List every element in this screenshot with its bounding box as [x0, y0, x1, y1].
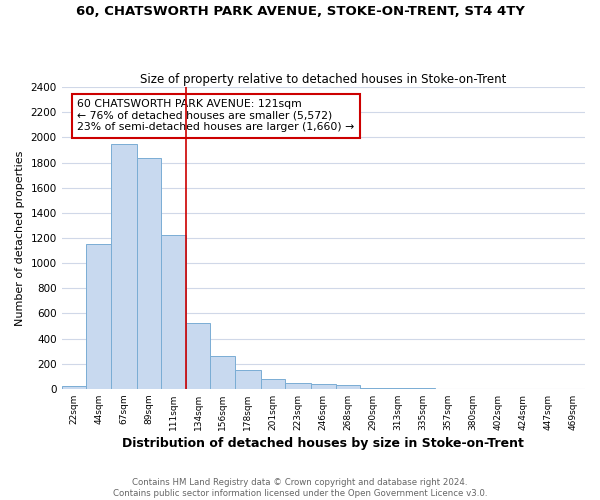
- Text: 60 CHATSWORTH PARK AVENUE: 121sqm
← 76% of detached houses are smaller (5,572)
2: 60 CHATSWORTH PARK AVENUE: 121sqm ← 76% …: [77, 99, 355, 132]
- Text: 60, CHATSWORTH PARK AVENUE, STOKE-ON-TRENT, ST4 4TY: 60, CHATSWORTH PARK AVENUE, STOKE-ON-TRE…: [76, 5, 524, 18]
- Bar: [137, 158, 161, 389]
- Y-axis label: Number of detached properties: Number of detached properties: [15, 150, 25, 326]
- Text: Contains HM Land Registry data © Crown copyright and database right 2024.
Contai: Contains HM Land Registry data © Crown c…: [113, 478, 487, 498]
- Bar: [161, 236, 186, 389]
- Bar: [186, 324, 211, 389]
- Bar: [286, 383, 311, 389]
- Bar: [211, 356, 235, 389]
- Bar: [62, 386, 86, 389]
- Bar: [311, 384, 335, 389]
- Bar: [261, 380, 286, 389]
- Bar: [360, 388, 386, 389]
- X-axis label: Distribution of detached houses by size in Stoke-on-Trent: Distribution of detached houses by size …: [122, 437, 524, 450]
- Bar: [386, 388, 410, 389]
- Bar: [235, 370, 261, 389]
- Bar: [111, 144, 137, 389]
- Title: Size of property relative to detached houses in Stoke-on-Trent: Size of property relative to detached ho…: [140, 73, 506, 86]
- Bar: [335, 386, 360, 389]
- Bar: [86, 244, 111, 389]
